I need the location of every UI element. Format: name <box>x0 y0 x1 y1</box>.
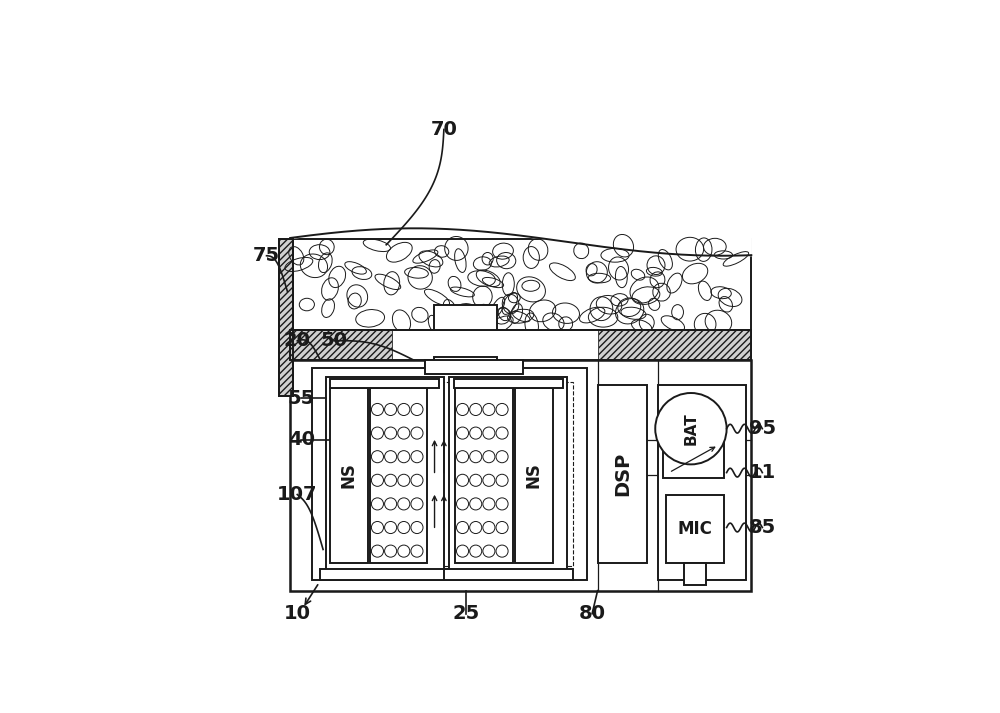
Bar <box>434 357 497 363</box>
Circle shape <box>655 393 727 464</box>
Text: BAT: BAT <box>683 412 698 445</box>
Text: 70: 70 <box>430 120 457 139</box>
Bar <box>658 385 746 580</box>
Bar <box>425 360 441 369</box>
Bar <box>444 569 573 580</box>
Bar <box>326 376 444 571</box>
Bar <box>455 388 512 563</box>
Bar <box>598 330 751 360</box>
Text: DSP: DSP <box>613 452 632 496</box>
Bar <box>392 330 598 360</box>
Bar <box>330 388 368 563</box>
Text: 85: 85 <box>749 518 776 537</box>
Bar <box>666 495 724 563</box>
Bar <box>326 382 573 566</box>
Text: 50: 50 <box>321 332 348 350</box>
Text: 107: 107 <box>277 485 318 504</box>
Text: 25: 25 <box>452 604 479 623</box>
Bar <box>515 388 553 563</box>
Text: NS: NS <box>525 463 543 488</box>
Bar <box>290 360 751 590</box>
Bar <box>290 240 751 330</box>
Text: 20: 20 <box>284 332 311 350</box>
Bar <box>449 376 567 571</box>
Text: 55: 55 <box>288 389 315 408</box>
Text: 40: 40 <box>288 430 315 449</box>
Bar <box>312 369 587 580</box>
Text: 10: 10 <box>284 604 311 623</box>
Bar <box>598 385 647 563</box>
Bar <box>279 240 293 396</box>
Text: 95: 95 <box>749 419 776 438</box>
Bar <box>425 360 523 374</box>
Text: MIC: MIC <box>678 520 712 538</box>
Bar <box>684 563 706 585</box>
Text: 11: 11 <box>749 463 776 482</box>
Bar <box>507 360 523 369</box>
Bar <box>290 330 392 360</box>
Bar <box>279 240 293 396</box>
Bar <box>330 379 439 388</box>
Bar <box>434 305 497 330</box>
Text: NS: NS <box>340 463 358 488</box>
Bar <box>290 330 751 360</box>
Bar <box>290 330 751 360</box>
Bar <box>663 440 724 478</box>
Bar <box>370 388 427 563</box>
Text: 75: 75 <box>253 246 280 265</box>
Bar <box>454 379 563 388</box>
Text: 80: 80 <box>579 604 606 623</box>
Bar <box>320 569 449 580</box>
